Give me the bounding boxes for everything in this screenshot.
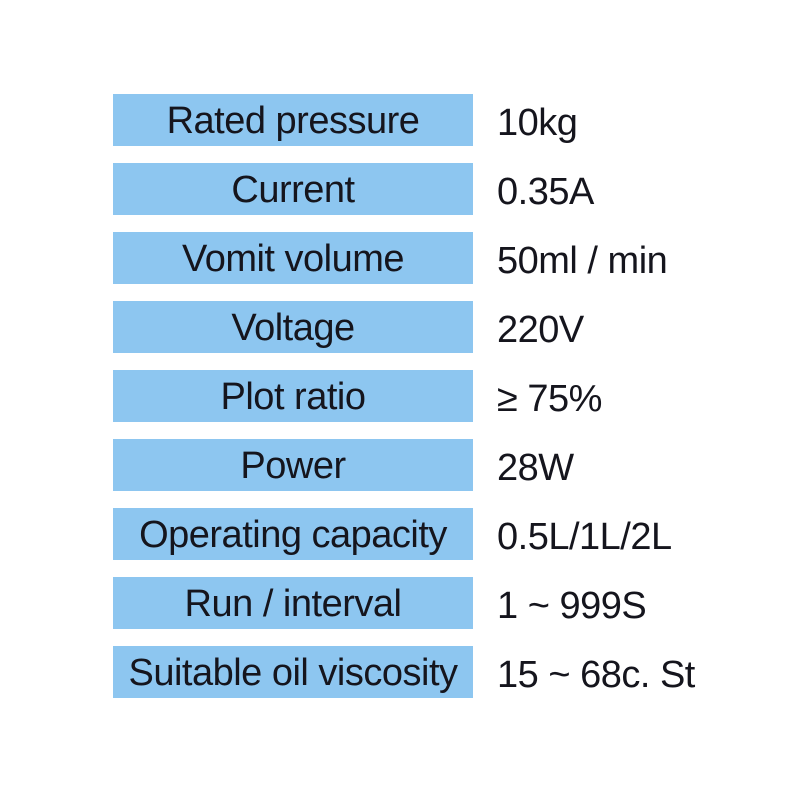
spec-value-current: 0.35A <box>497 171 594 213</box>
spec-label-plot-ratio: Plot ratio <box>113 370 473 422</box>
spec-value-power: 28W <box>497 447 574 489</box>
table-row: Voltage 220V <box>113 301 695 353</box>
table-row: Rated pressure 10kg <box>113 94 695 146</box>
spec-value-suitable-oil-viscosity: 15 ~ 68c. St <box>497 654 695 696</box>
product-spec-table: Rated pressure 10kg Current 0.35A Vomit … <box>113 94 695 715</box>
spec-label-rated-pressure: Rated pressure <box>113 94 473 146</box>
table-row: Current 0.35A <box>113 163 695 215</box>
table-row: Operating capacity 0.5L/1L/2L <box>113 508 695 560</box>
spec-value-run-interval: 1 ~ 999S <box>497 585 647 627</box>
spec-value-voltage: 220V <box>497 309 584 351</box>
spec-value-operating-capacity: 0.5L/1L/2L <box>497 516 672 558</box>
spec-label-suitable-oil-viscosity: Suitable oil viscosity <box>113 646 473 698</box>
spec-label-current: Current <box>113 163 473 215</box>
table-row: Vomit volume 50ml / min <box>113 232 695 284</box>
spec-label-operating-capacity: Operating capacity <box>113 508 473 560</box>
spec-label-voltage: Voltage <box>113 301 473 353</box>
spec-label-vomit-volume: Vomit volume <box>113 232 473 284</box>
table-row: Run / interval 1 ~ 999S <box>113 577 695 629</box>
spec-label-power: Power <box>113 439 473 491</box>
spec-value-vomit-volume: 50ml / min <box>497 240 668 282</box>
table-row: Plot ratio ≥ 75% <box>113 370 695 422</box>
spec-value-plot-ratio: ≥ 75% <box>497 378 602 420</box>
table-row: Suitable oil viscosity 15 ~ 68c. St <box>113 646 695 698</box>
spec-label-run-interval: Run / interval <box>113 577 473 629</box>
table-row: Power 28W <box>113 439 695 491</box>
spec-value-rated-pressure: 10kg <box>497 102 578 144</box>
